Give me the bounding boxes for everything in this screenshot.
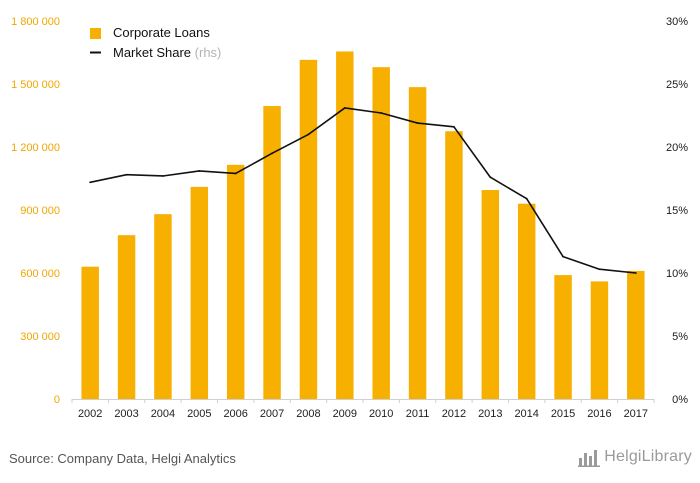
bar-chart-icon bbox=[578, 450, 601, 467]
line-layer bbox=[89, 107, 637, 274]
left-tick-label: 1 500 000 bbox=[11, 79, 60, 91]
right-tick-label: 25% bbox=[666, 79, 688, 91]
market-share-point-2003 bbox=[125, 173, 128, 176]
legend-swatch-corporate-loans bbox=[90, 28, 101, 39]
bar-2007 bbox=[263, 106, 281, 400]
axes-layer: 2002 2003 2004 2005 2006 2007 2008 2009 2010 2011… bbox=[11, 16, 688, 420]
left-tick-label: 0 bbox=[54, 394, 60, 406]
right-tick-label: 20% bbox=[666, 142, 688, 154]
legend-layer: Corporate Loans Market Share (rhs) bbox=[90, 25, 221, 60]
market-share-point-2013 bbox=[489, 176, 492, 179]
source-text: Source: Company Data, Helgi Analytics bbox=[9, 451, 236, 466]
bar-2011 bbox=[408, 87, 427, 400]
x-tick-label-2013: 2013 bbox=[478, 408, 502, 420]
right-tick-label: 15% bbox=[666, 205, 688, 217]
right-tick-label: 0% bbox=[672, 394, 688, 406]
bar-2016 bbox=[590, 281, 609, 399]
x-tick-label-2015: 2015 bbox=[551, 408, 575, 420]
market-share-point-2009 bbox=[343, 107, 346, 109]
right-tick-label: 30% bbox=[666, 16, 688, 28]
bars-layer bbox=[81, 51, 645, 400]
x-tick-label-2002: 2002 bbox=[78, 408, 102, 420]
bar-2009 bbox=[336, 51, 354, 399]
market-share-point-2011 bbox=[416, 122, 419, 124]
market-share-point-2005 bbox=[198, 170, 201, 172]
market-share-point-2017 bbox=[634, 272, 637, 274]
x-tick-label-2008: 2008 bbox=[296, 408, 320, 420]
left-tick-label: 1 800 000 bbox=[11, 16, 60, 28]
x-tick-label-2005: 2005 bbox=[187, 408, 211, 420]
bar-2002 bbox=[81, 266, 99, 399]
brand-logo: HelgiLibrary bbox=[578, 447, 692, 467]
market-share-point-2002 bbox=[89, 181, 92, 184]
x-tick-label-2011: 2011 bbox=[406, 408, 430, 420]
bar-2015 bbox=[554, 275, 572, 399]
bar-2003 bbox=[117, 235, 136, 399]
left-tick-label: 300 000 bbox=[20, 331, 60, 343]
x-tick-label-2003: 2003 bbox=[114, 408, 138, 420]
left-tick-label: 600 000 bbox=[20, 268, 60, 280]
x-tick-label-2017: 2017 bbox=[624, 408, 648, 420]
bar-2008 bbox=[299, 59, 318, 399]
market-share-point-2015 bbox=[562, 255, 564, 258]
bar-2013 bbox=[481, 190, 500, 399]
bar-2014 bbox=[517, 203, 536, 399]
bar-2004 bbox=[154, 214, 172, 399]
x-tick-label-2012: 2012 bbox=[442, 408, 466, 420]
bar-2012 bbox=[445, 131, 463, 399]
market-share-line bbox=[89, 107, 637, 274]
market-share-point-2006 bbox=[234, 172, 237, 175]
bar-2005 bbox=[190, 186, 209, 399]
legend-label-corporate-loans: Corporate Loans bbox=[113, 25, 210, 40]
bar-2006 bbox=[226, 164, 245, 399]
bar-2010 bbox=[372, 67, 390, 399]
bar-2017 bbox=[627, 270, 645, 399]
left-tick-label: 900 000 bbox=[20, 205, 60, 217]
market-share-point-2014 bbox=[525, 197, 528, 200]
x-tick-label-2009: 2009 bbox=[333, 408, 357, 420]
market-share-point-2004 bbox=[162, 175, 164, 177]
x-tick-label-2010: 2010 bbox=[369, 408, 393, 420]
market-share-point-2012 bbox=[453, 125, 455, 128]
market-share-point-2008 bbox=[307, 133, 310, 136]
market-share-point-2010 bbox=[380, 112, 383, 114]
right-tick-label: 5% bbox=[672, 331, 688, 343]
x-tick-label-2004: 2004 bbox=[151, 408, 175, 420]
left-tick-label: 1 200 000 bbox=[11, 142, 60, 154]
legend-label-market-share: Market Share (rhs) bbox=[113, 45, 221, 60]
market-share-point-2016 bbox=[598, 268, 601, 271]
x-tick-label-2006: 2006 bbox=[223, 408, 247, 420]
x-tick-label-2016: 2016 bbox=[587, 408, 611, 420]
right-tick-label: 10% bbox=[666, 268, 688, 280]
x-tick-label-2007: 2007 bbox=[260, 408, 284, 420]
market-share-point-2007 bbox=[271, 152, 273, 155]
x-tick-label-2014: 2014 bbox=[514, 408, 538, 420]
brand-name: HelgiLibrary bbox=[604, 448, 692, 465]
